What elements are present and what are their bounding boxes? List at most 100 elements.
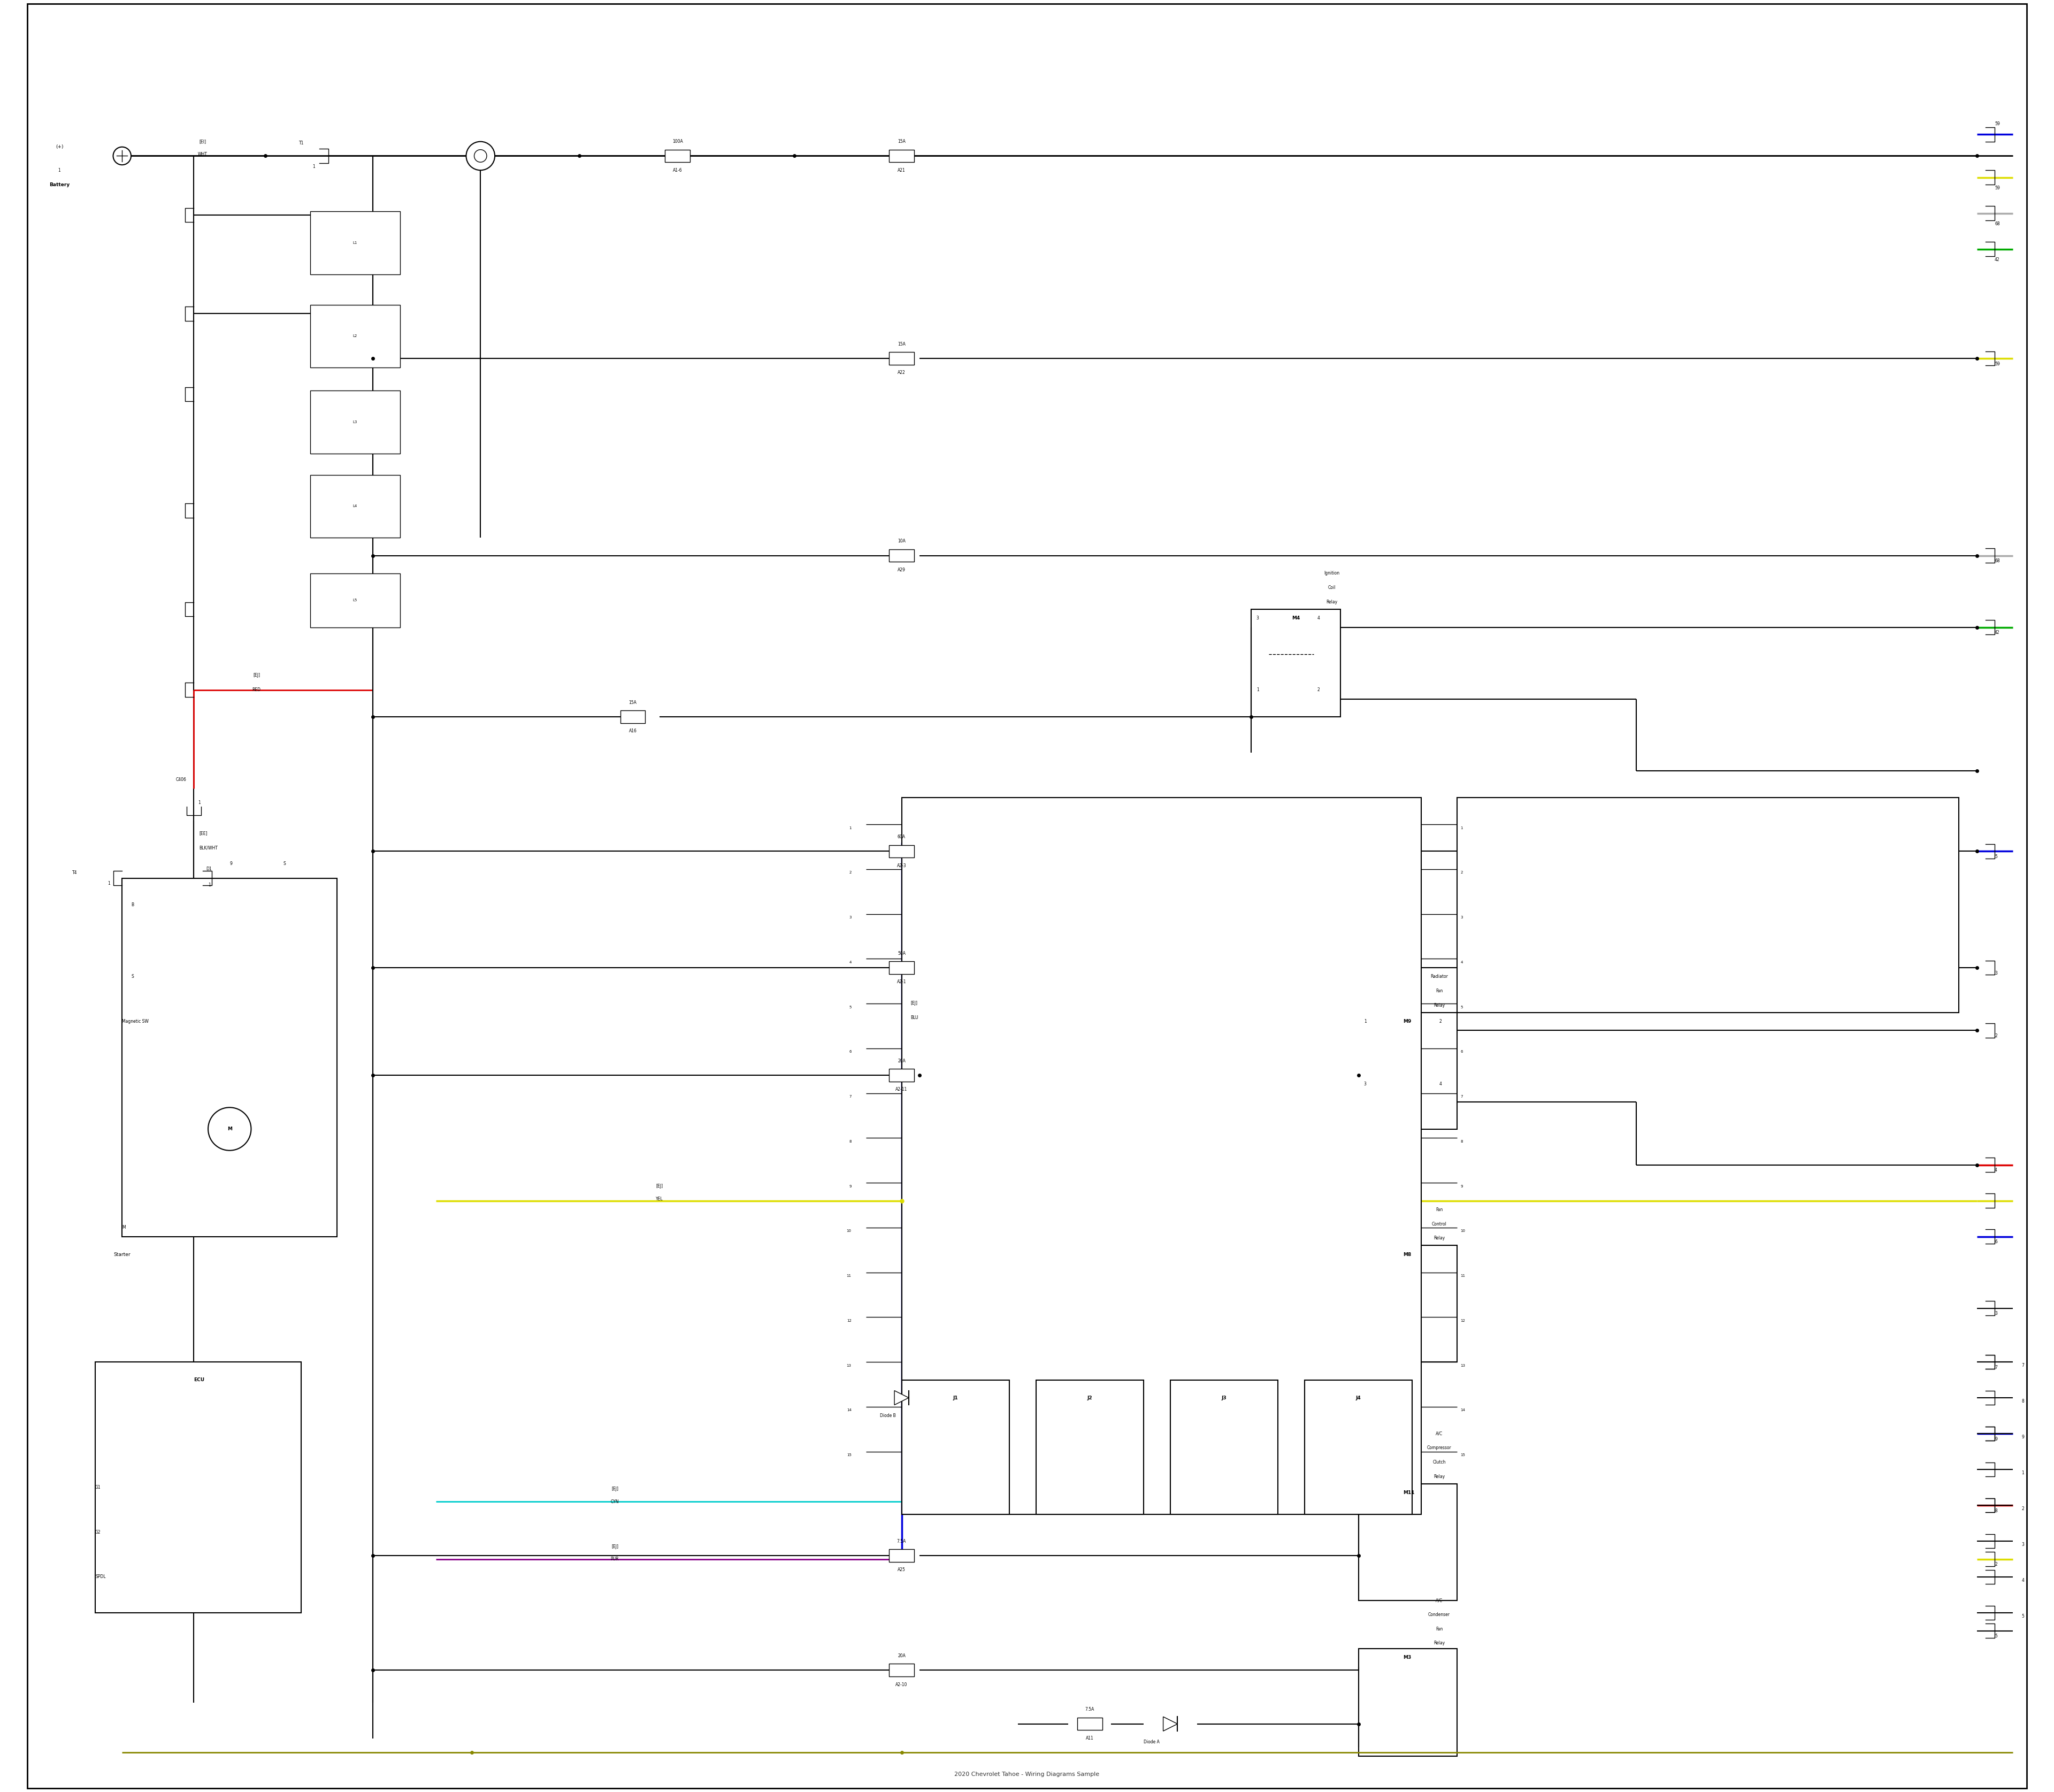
Bar xyxy=(1076,1717,1103,1731)
Bar xyxy=(310,573,401,627)
Bar xyxy=(1171,1380,1278,1514)
Text: [EJ]: [EJ] xyxy=(253,674,261,677)
Text: 2: 2 xyxy=(1460,871,1462,874)
Text: 1: 1 xyxy=(107,882,111,885)
Bar xyxy=(902,797,1421,1514)
Text: SPDL: SPDL xyxy=(94,1575,105,1579)
Bar xyxy=(1304,1380,1413,1514)
Text: C406: C406 xyxy=(177,778,187,781)
Text: WHT: WHT xyxy=(197,152,207,156)
Bar xyxy=(902,1380,1009,1514)
Text: Magnetic SW: Magnetic SW xyxy=(121,1020,148,1023)
Text: 8: 8 xyxy=(2021,1400,2023,1403)
Text: 8: 8 xyxy=(1994,1509,1996,1512)
Text: 13: 13 xyxy=(1460,1364,1465,1367)
Text: 13: 13 xyxy=(846,1364,852,1367)
Text: 6: 6 xyxy=(1460,1050,1462,1054)
Text: 59: 59 xyxy=(1994,362,2001,366)
Text: A11: A11 xyxy=(1087,1736,1093,1740)
Text: G2: G2 xyxy=(94,1530,101,1534)
Text: 5: 5 xyxy=(848,1005,852,1009)
Text: Clutch: Clutch xyxy=(1432,1460,1446,1464)
Text: [EJ]: [EJ] xyxy=(655,1185,663,1188)
Bar xyxy=(889,1548,914,1561)
Text: T1: T1 xyxy=(298,142,304,145)
Text: 6: 6 xyxy=(848,1050,852,1054)
Bar xyxy=(889,351,914,366)
Text: 1: 1 xyxy=(312,165,314,168)
Text: 59: 59 xyxy=(1994,186,2001,190)
Text: 4: 4 xyxy=(1440,1082,1442,1086)
Bar xyxy=(94,1362,302,1613)
Text: 60A: 60A xyxy=(898,835,906,839)
Text: B: B xyxy=(131,903,134,907)
Text: 8: 8 xyxy=(1460,1140,1462,1143)
Text: 1: 1 xyxy=(1364,1020,1366,1023)
Text: 1: 1 xyxy=(2021,1471,2023,1475)
Text: 7: 7 xyxy=(1460,1095,1462,1098)
Text: G1: G1 xyxy=(94,1486,101,1489)
Text: 2: 2 xyxy=(1440,1020,1442,1023)
Text: 42: 42 xyxy=(1994,631,2001,634)
Text: 12: 12 xyxy=(1460,1319,1465,1322)
Text: M4: M4 xyxy=(1292,616,1300,620)
Text: 59: 59 xyxy=(1994,122,2001,125)
Bar xyxy=(889,151,914,161)
Circle shape xyxy=(113,147,131,165)
Text: D1: D1 xyxy=(205,867,212,871)
Text: [EJ]: [EJ] xyxy=(612,1545,618,1548)
Text: 2: 2 xyxy=(1994,1563,1996,1566)
Text: Relay: Relay xyxy=(1434,1475,1444,1478)
Polygon shape xyxy=(893,1391,908,1405)
Text: 7.5A: 7.5A xyxy=(1085,1708,1095,1711)
Text: L5: L5 xyxy=(353,599,357,602)
Text: 15: 15 xyxy=(1460,1453,1465,1457)
Bar xyxy=(889,961,914,975)
Text: S: S xyxy=(131,975,134,978)
Text: T4: T4 xyxy=(72,871,78,874)
Bar xyxy=(310,305,401,367)
Text: L1: L1 xyxy=(353,242,357,244)
Text: 42: 42 xyxy=(1994,258,2001,262)
Text: Relay: Relay xyxy=(1434,1004,1444,1007)
Text: Relay: Relay xyxy=(1434,1236,1444,1240)
Text: 3: 3 xyxy=(1994,971,1996,975)
Bar xyxy=(889,1663,914,1677)
Text: A2-10: A2-10 xyxy=(896,1683,908,1686)
Text: 9: 9 xyxy=(2021,1435,2023,1439)
Text: 7: 7 xyxy=(1994,1366,1996,1369)
Text: 1: 1 xyxy=(848,826,852,830)
Text: A2-11: A2-11 xyxy=(896,1088,908,1091)
Text: Ignition: Ignition xyxy=(1325,572,1339,575)
Text: 10: 10 xyxy=(846,1229,852,1233)
Text: 2: 2 xyxy=(1317,688,1321,692)
Text: 15A: 15A xyxy=(898,140,906,143)
Bar xyxy=(1358,1484,1456,1600)
Text: 5: 5 xyxy=(1460,1005,1462,1009)
Bar xyxy=(121,878,337,1236)
Polygon shape xyxy=(1163,1717,1177,1731)
Text: Fan: Fan xyxy=(1436,989,1442,993)
Text: M: M xyxy=(121,1226,125,1229)
Text: M11: M11 xyxy=(1403,1491,1415,1495)
Text: Coil: Coil xyxy=(1327,586,1335,590)
Text: 15A: 15A xyxy=(898,342,906,346)
Text: [EJ]: [EJ] xyxy=(612,1487,618,1491)
Text: ECU: ECU xyxy=(193,1378,205,1382)
Text: A25: A25 xyxy=(898,1568,906,1572)
Text: 4: 4 xyxy=(1994,1168,1996,1172)
Text: A29: A29 xyxy=(898,568,906,572)
Text: 3: 3 xyxy=(1460,916,1462,919)
Text: J3: J3 xyxy=(1222,1396,1226,1400)
Text: M8: M8 xyxy=(1403,1253,1411,1256)
Text: 9: 9 xyxy=(1994,1437,1996,1441)
Text: A2-1: A2-1 xyxy=(898,980,906,984)
Text: L4: L4 xyxy=(353,505,357,507)
Text: 1: 1 xyxy=(197,801,201,805)
Text: 4: 4 xyxy=(2021,1579,2023,1582)
Bar xyxy=(310,391,401,453)
Text: 1: 1 xyxy=(207,883,212,887)
Text: 7: 7 xyxy=(848,1095,852,1098)
Circle shape xyxy=(474,151,487,161)
Text: 3: 3 xyxy=(1994,1312,1996,1315)
